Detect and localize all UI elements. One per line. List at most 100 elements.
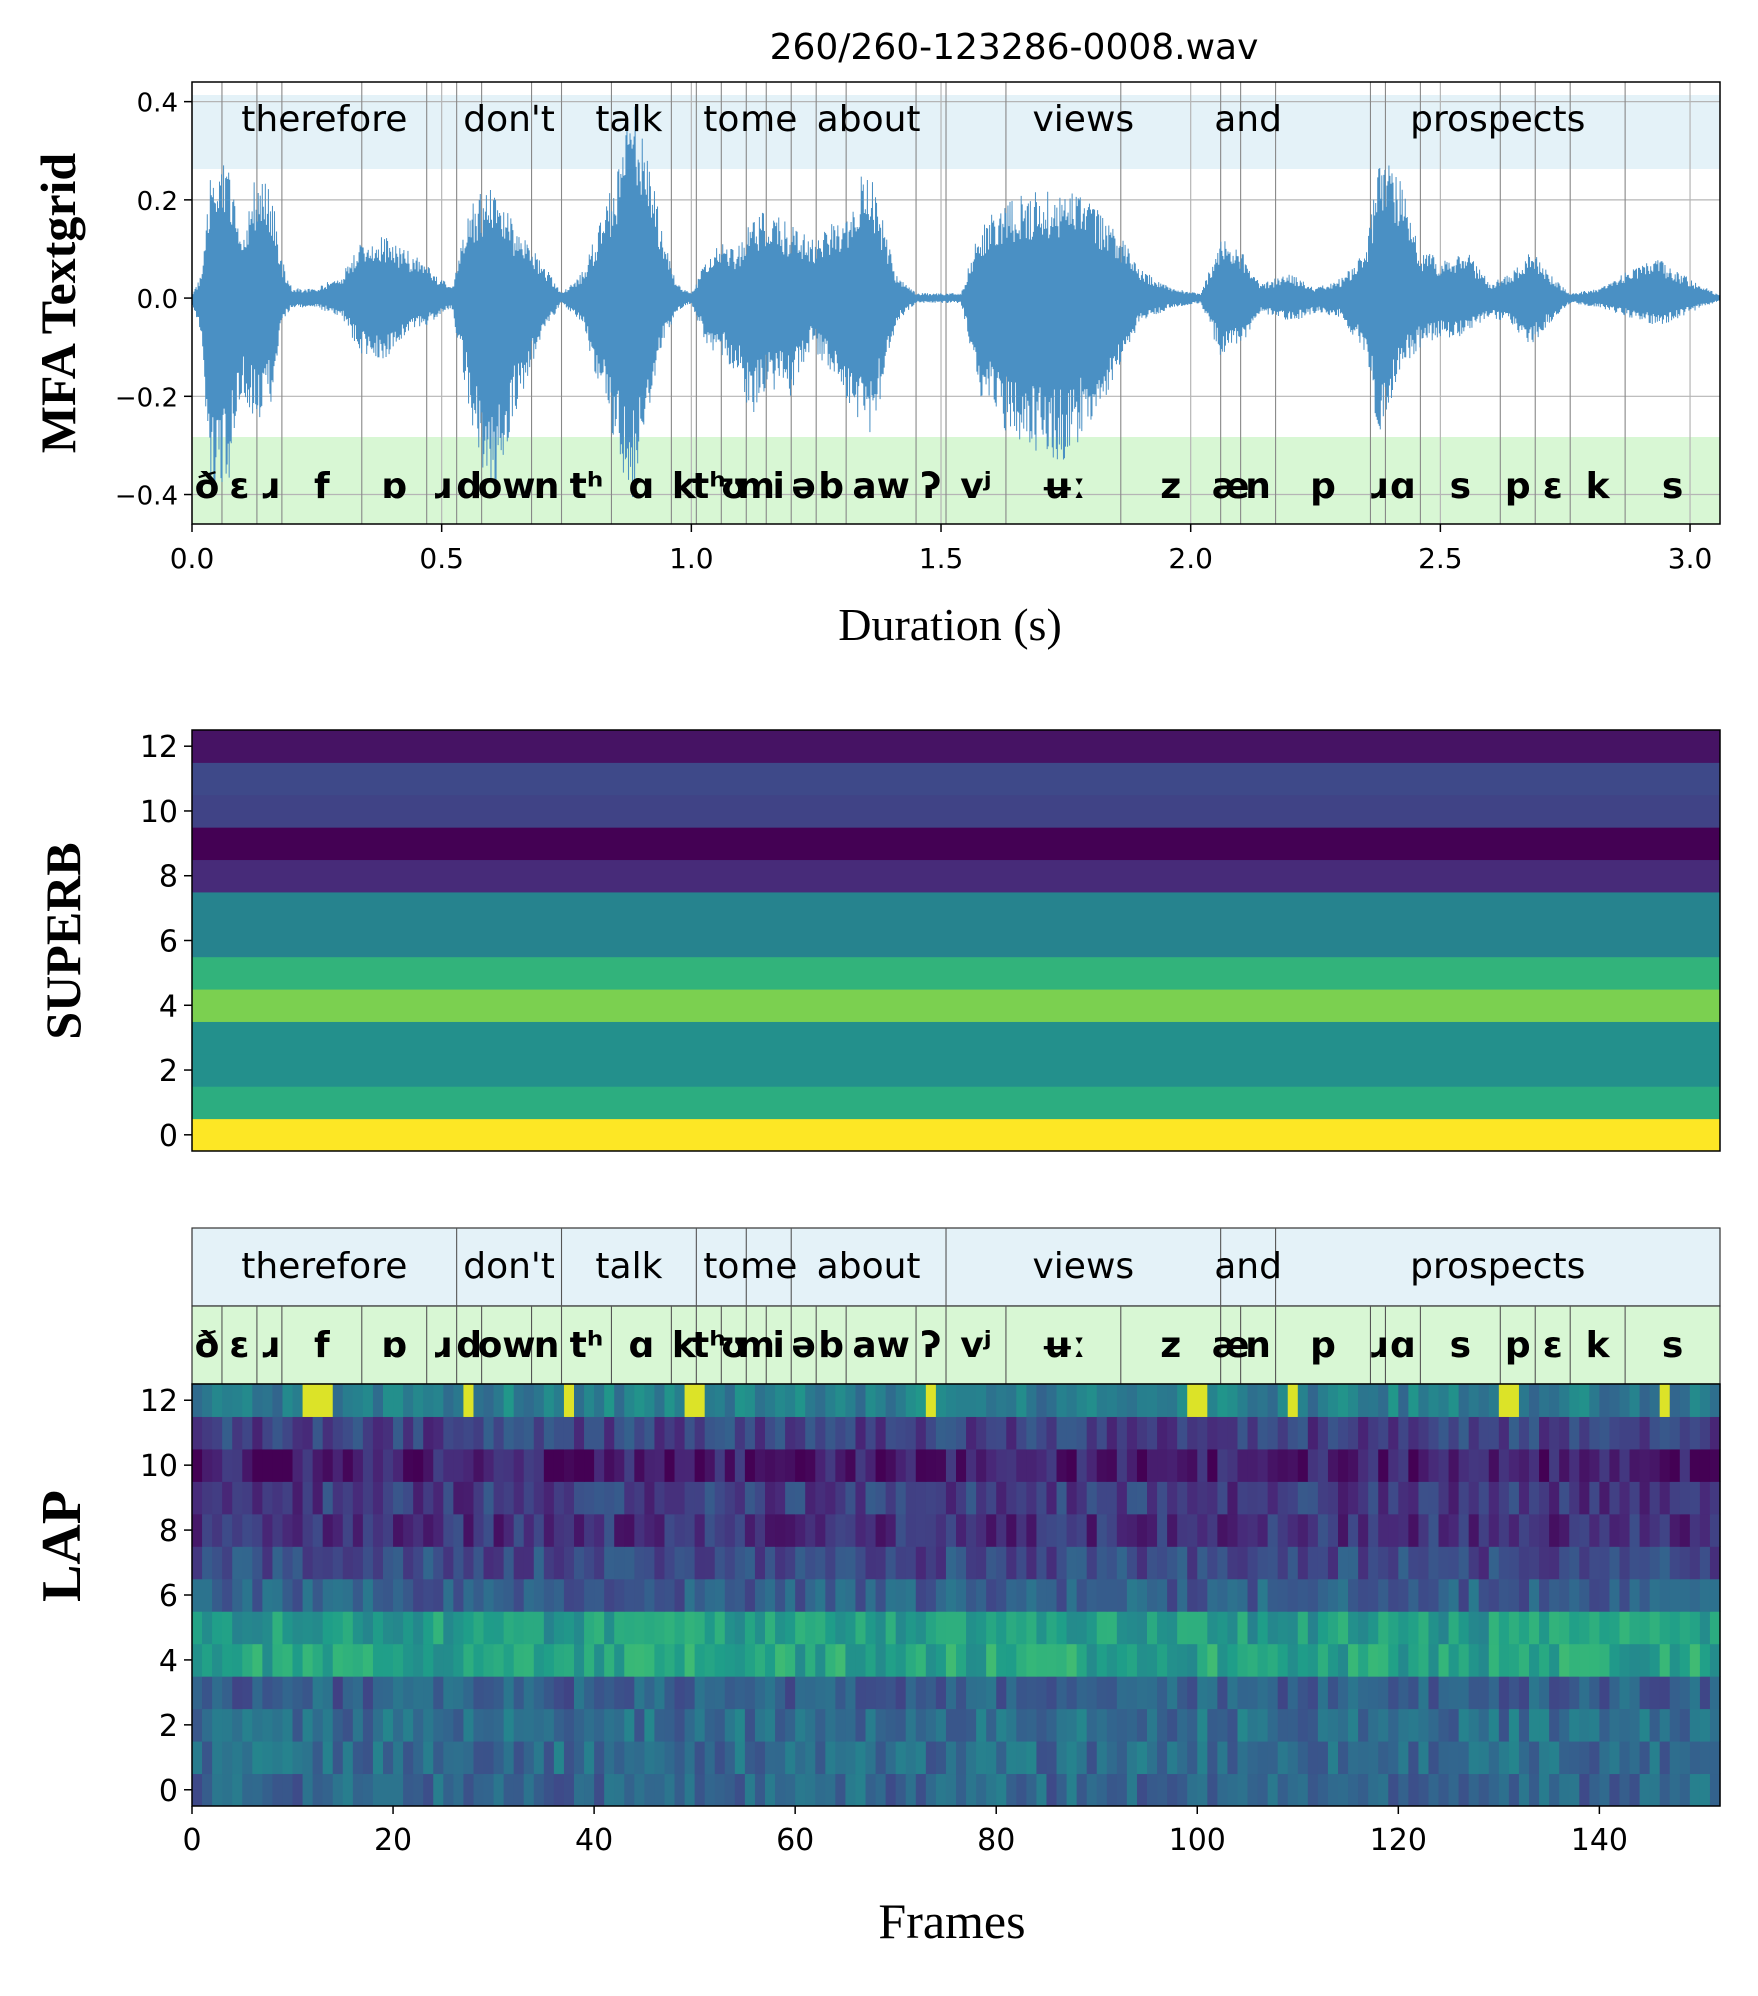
- heatmap-cell: [393, 1643, 404, 1677]
- heatmap-cell: [1046, 1773, 1058, 1807]
- word-label: don't: [463, 99, 555, 140]
- phone-label: ɹ: [1368, 1325, 1387, 1366]
- heatmap-cell: [1569, 1384, 1580, 1417]
- heatmap-cell: [1066, 1546, 1078, 1580]
- heatmap-cell: [1086, 1611, 1098, 1645]
- heatmap-cell: [855, 1546, 867, 1580]
- heatmap-cell: [795, 1448, 806, 1482]
- heatmap-cell: [845, 1578, 857, 1612]
- heatmap-cell: [845, 1773, 857, 1807]
- heatmap-cell: [1116, 1416, 1128, 1450]
- heatmap-cell: [935, 1676, 947, 1710]
- heatmap-cell: [724, 1513, 736, 1547]
- heatmap-cell: [332, 1546, 344, 1580]
- heatmap-cell: [905, 1741, 917, 1775]
- heatmap-cell: [976, 1741, 987, 1775]
- heatmap-cell: [1217, 1643, 1229, 1677]
- heatmap-cell: [694, 1448, 706, 1482]
- heatmap-cell: [1338, 1481, 1349, 1515]
- heatmap-cell: [332, 1448, 344, 1482]
- heatmap-cell: [1126, 1741, 1138, 1775]
- heatmap-cell: [1589, 1578, 1600, 1612]
- heatmap-cell: [594, 1481, 605, 1515]
- heatmap-cell: [242, 1741, 253, 1775]
- heatmap-cell: [1398, 1773, 1409, 1807]
- heatmap-cell: [1227, 1384, 1239, 1417]
- heatmap-cell: [1287, 1708, 1299, 1742]
- heatmap-cell: [644, 1416, 656, 1450]
- heatmap-cell: [855, 1384, 867, 1417]
- heatmap-cell: [966, 1773, 977, 1807]
- heatmap-cell: [1307, 1578, 1319, 1612]
- heatmap-cell: [262, 1708, 274, 1742]
- heatmap-cell: [272, 1513, 284, 1547]
- heatmap-cell: [1388, 1416, 1399, 1450]
- heatmap-cell: [584, 1676, 595, 1710]
- heatmap-cell: [1599, 1643, 1611, 1677]
- heatmap-cell: [1559, 1611, 1570, 1645]
- heatmap-cell: [1589, 1448, 1600, 1482]
- heatmap-cell: [956, 1481, 967, 1515]
- heatmap-cell: [1448, 1513, 1460, 1547]
- heatmap-cell: [413, 1643, 424, 1677]
- heatmap-cell: [1388, 1741, 1399, 1775]
- heatmap-cell: [1287, 1448, 1299, 1482]
- heatmap-cell: [483, 1773, 495, 1807]
- heatmap-cell: [1388, 1481, 1399, 1515]
- heatmap-cell: [1549, 1546, 1560, 1580]
- heatmap-cell: [925, 1546, 937, 1580]
- heatmap-cell: [1277, 1578, 1289, 1612]
- heatmap-cell: [1569, 1481, 1580, 1515]
- heatmap-cell: [1136, 1676, 1148, 1710]
- heatmap-cell: [1358, 1513, 1369, 1547]
- heatmap-cell: [443, 1611, 454, 1645]
- heatmap-cell: [574, 1643, 585, 1677]
- heatmap-cell: [1378, 1676, 1389, 1710]
- heatmap-cell: [403, 1611, 414, 1645]
- heatmap-cell: [584, 1546, 595, 1580]
- heatmap-cell: [855, 1741, 867, 1775]
- heatmap-cell: [835, 1773, 847, 1807]
- heatmap-cell: [1589, 1741, 1600, 1775]
- heatmap-cell: [1157, 1708, 1168, 1742]
- heatmap-cell: [574, 1676, 585, 1710]
- heatmap-cell: [222, 1611, 233, 1645]
- heatmap-cell: [875, 1416, 887, 1450]
- heatmap-cell: [503, 1546, 515, 1580]
- heatmap-cell: [1609, 1513, 1621, 1547]
- heatmap-cell: [433, 1643, 444, 1677]
- heatmap-cell: [322, 1773, 334, 1807]
- heatmap-cell: [1237, 1513, 1249, 1547]
- heatmap-cell: [242, 1578, 253, 1612]
- heatmap-cell: [342, 1676, 354, 1710]
- heatmap-cell: [413, 1773, 424, 1807]
- heatmap-cell: [956, 1416, 967, 1450]
- heatmap-cell: [1488, 1676, 1500, 1710]
- heatmap-cell: [855, 1513, 867, 1547]
- heatmap-cell: [1458, 1676, 1470, 1710]
- heatmap-cell: [1699, 1773, 1711, 1807]
- heatmap-cell: [1639, 1643, 1651, 1677]
- heatmap-cell: [674, 1741, 686, 1775]
- heatmap-cell: [1388, 1643, 1399, 1677]
- heatmap-cell: [1307, 1643, 1319, 1677]
- heatmap-cell: [614, 1578, 625, 1612]
- heatmap-cell: [342, 1708, 354, 1742]
- heatmap-cell: [915, 1416, 927, 1450]
- y-tick-label: 6: [159, 925, 178, 960]
- heatmap-cell: [1368, 1773, 1379, 1807]
- x-tick-label: 80: [977, 1823, 1015, 1858]
- heatmap-cell: [654, 1513, 666, 1547]
- heatmap-cell: [744, 1513, 756, 1547]
- heatmap-cell: [734, 1546, 746, 1580]
- heatmap-cell: [765, 1611, 776, 1645]
- heatmap-cell: [403, 1773, 414, 1807]
- heatmap-cell: [835, 1513, 847, 1547]
- heatmap-cell: [945, 1643, 957, 1677]
- heatmap-cell: [1589, 1546, 1600, 1580]
- heatmap-cell: [1187, 1773, 1198, 1807]
- heatmap-cell: [845, 1416, 857, 1450]
- heatmap-cell: [362, 1708, 374, 1742]
- heatmap-cell: [1056, 1481, 1068, 1515]
